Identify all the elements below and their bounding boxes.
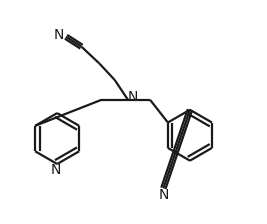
Text: N: N: [54, 28, 64, 42]
Text: N: N: [128, 90, 138, 104]
Text: N: N: [159, 188, 169, 202]
Text: N: N: [51, 163, 61, 177]
